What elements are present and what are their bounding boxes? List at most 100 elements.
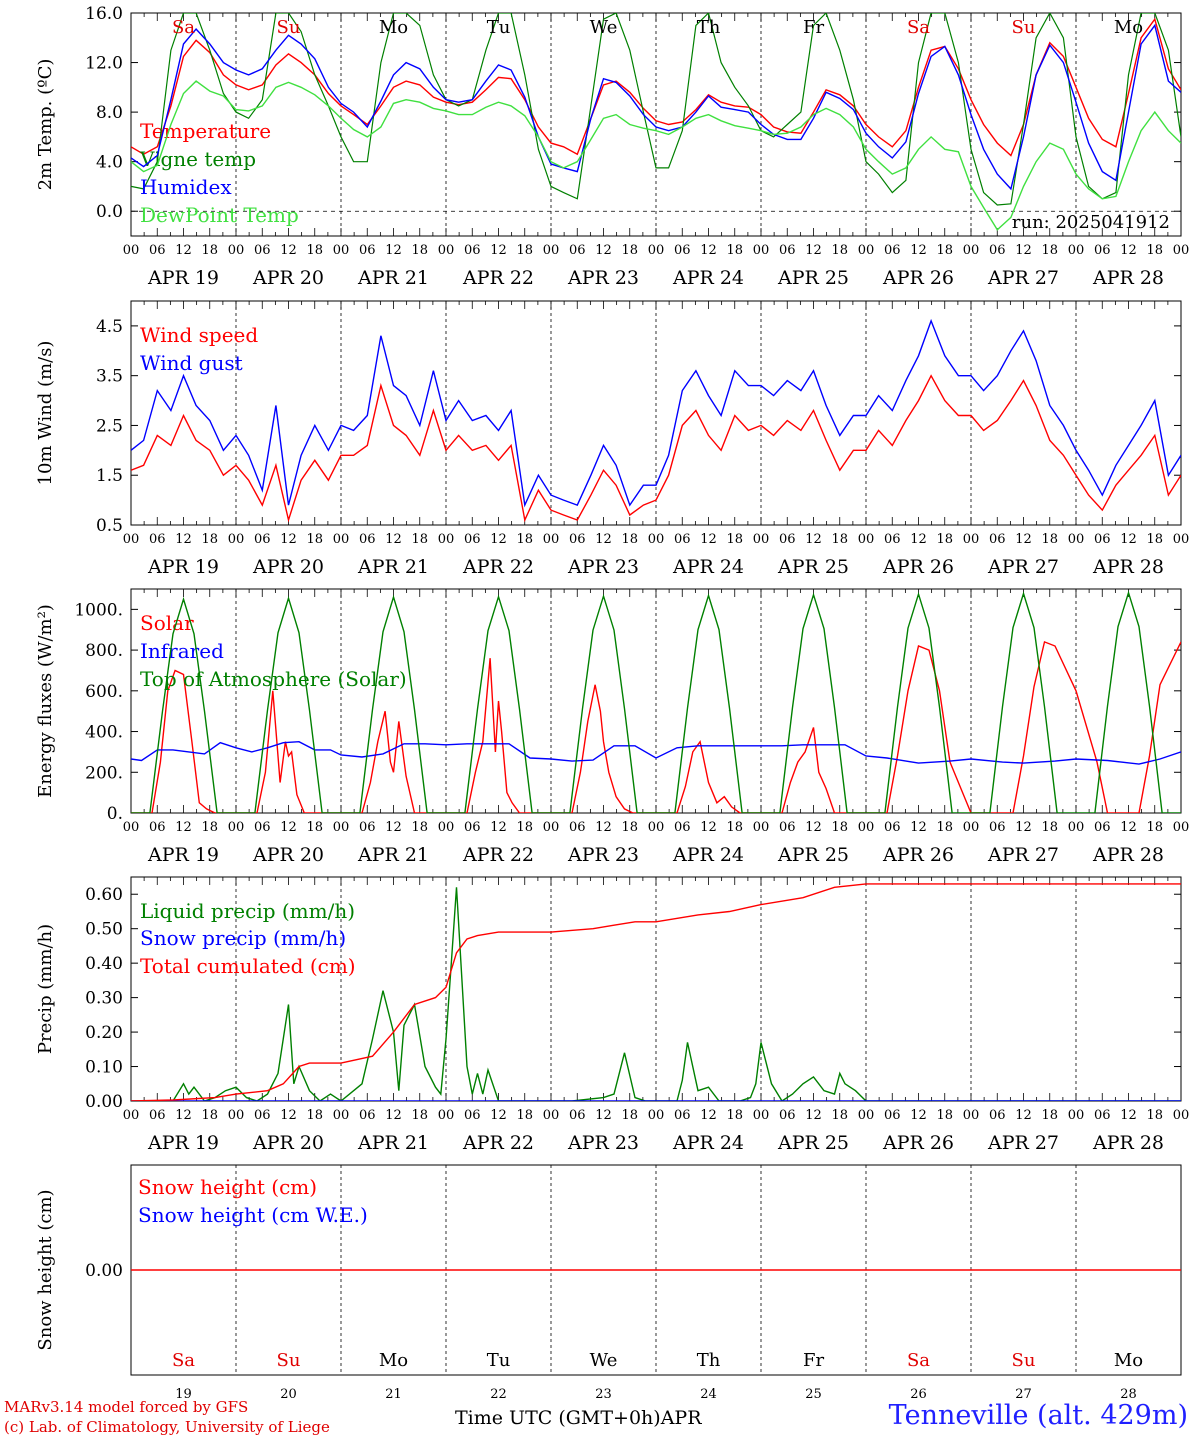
legend-entry: Wind gust	[140, 351, 243, 375]
date-label: APR 23	[567, 556, 639, 578]
hour-tick-label: 00	[228, 243, 245, 258]
y-tick-label: 0.5	[96, 516, 123, 536]
series-line-temperature-1	[131, 13, 1181, 206]
hour-tick-label: 06	[989, 1108, 1006, 1123]
date-label: APR 23	[567, 267, 639, 289]
hour-tick-label: 18	[1041, 1108, 1058, 1123]
hour-tick-label: 12	[805, 820, 822, 835]
hour-tick-label: 00	[438, 243, 455, 258]
y-tick-label: 16.0	[85, 4, 123, 24]
hour-tick-label: 00	[858, 243, 875, 258]
hour-tick-label: 12	[1015, 820, 1032, 835]
hour-tick-label: 18	[621, 532, 638, 547]
hour-tick-label: 00	[963, 820, 980, 835]
hour-tick-label: 12	[175, 532, 192, 547]
date-label: APR 25	[777, 844, 849, 866]
hour-tick-label: 12	[1015, 243, 1032, 258]
hour-tick-label: 12	[1120, 1108, 1137, 1123]
y-tick-label: 0.60	[85, 885, 123, 905]
hour-tick-label: 00	[753, 1108, 770, 1123]
hour-tick-label: 18	[201, 243, 218, 258]
hour-tick-label: 18	[201, 820, 218, 835]
hour-tick-label: 00	[963, 532, 980, 547]
date-label: APR 21	[357, 1132, 429, 1154]
hour-tick-label: 18	[516, 532, 533, 547]
y-axis-label: 10m Wind (m/s)	[35, 341, 56, 486]
hour-tick-label: 18	[201, 532, 218, 547]
date-label: APR 20	[252, 844, 324, 866]
date-label: APR 20	[252, 556, 324, 578]
hour-tick-label: 00	[753, 820, 770, 835]
y-tick-label: 0.0	[96, 202, 123, 222]
hour-tick-label: 06	[1094, 243, 1111, 258]
hour-tick-label: 06	[464, 820, 481, 835]
panel-energy: 0. 200. 400. 600. 800. 1000. Energy fluxes (W/…	[35, 588, 1190, 866]
date-label: APR 27	[987, 1132, 1059, 1154]
hour-tick-label: 12	[805, 532, 822, 547]
plot-frame	[130, 300, 1182, 526]
y-tick-label: 0.10	[85, 1058, 123, 1078]
hour-tick-label: 00	[333, 1108, 350, 1123]
hour-tick-label: 06	[779, 243, 796, 258]
hour-tick-label: 06	[254, 532, 271, 547]
y-axis-label: Snow height (cm)	[35, 1189, 56, 1350]
hour-tick-label: 00	[963, 243, 980, 258]
hour-tick-label: 06	[884, 1108, 901, 1123]
hour-tick-label: 00	[1173, 820, 1190, 835]
date-label: APR 26	[882, 267, 954, 289]
hour-tick-label: 06	[674, 820, 691, 835]
legend-entry: Humidex	[140, 175, 232, 199]
hour-tick-label: 06	[149, 820, 166, 835]
hour-tick-label: 06	[569, 243, 586, 258]
weekday-label: Tu	[487, 17, 511, 38]
date-label: APR 20	[252, 1132, 324, 1154]
day-number-label: 25	[805, 1387, 822, 1402]
y-axis-label: Precip (mm/h)	[35, 924, 56, 1054]
date-label: APR 27	[987, 844, 1059, 866]
hour-tick-label: 06	[569, 1108, 586, 1123]
legend-entry: Solar	[140, 611, 194, 635]
hour-tick-label: 00	[1068, 532, 1085, 547]
hour-tick-label: 06	[989, 820, 1006, 835]
weekday-label: We	[590, 1350, 618, 1371]
hour-tick-label: 12	[175, 243, 192, 258]
hour-tick-label: 18	[936, 243, 953, 258]
hour-tick-label: 06	[359, 532, 376, 547]
station-name: Tenneville (alt. 429m)	[888, 1400, 1188, 1431]
series-line-wind-1	[131, 318, 1181, 508]
hour-tick-label: 12	[700, 820, 717, 835]
legend-entry: Total cumulated (cm)	[140, 954, 356, 978]
hour-tick-label: 12	[595, 532, 612, 547]
hour-tick-label: 00	[543, 532, 560, 547]
date-label: APR 22	[462, 556, 534, 578]
y-axis-label: 2m Temp. (ºC)	[35, 59, 56, 191]
weekday-label: Fr	[803, 17, 824, 38]
hour-tick-label: 06	[779, 532, 796, 547]
y-tick-label: 200.	[85, 763, 123, 783]
hour-tick-label: 12	[385, 1108, 402, 1123]
plot-frame	[130, 588, 1182, 814]
hour-tick-label: 12	[595, 820, 612, 835]
weekday-label: Fr	[803, 1350, 824, 1371]
legend-entry: Top of Atmosphere (Solar)	[140, 667, 407, 691]
weekday-label: Mo	[379, 1350, 408, 1371]
y-tick-label: 4.0	[96, 153, 123, 173]
hour-tick-label: 00	[648, 820, 665, 835]
weekday-label: Su	[277, 17, 301, 38]
y-tick-label: 0.50	[85, 920, 123, 940]
hour-tick-label: 06	[1094, 820, 1111, 835]
y-tick-label: 2.5	[96, 416, 123, 436]
hour-tick-label: 00	[543, 820, 560, 835]
hour-tick-label: 12	[175, 820, 192, 835]
date-label: APR 22	[462, 844, 534, 866]
hour-tick-label: 06	[254, 820, 271, 835]
date-label: APR 19	[147, 844, 219, 866]
hour-tick-label: 00	[648, 1108, 665, 1123]
date-label: APR 28	[1092, 844, 1164, 866]
hour-tick-label: 12	[175, 1108, 192, 1123]
date-label: APR 28	[1092, 1132, 1164, 1154]
hour-tick-label: 12	[385, 532, 402, 547]
hour-tick-label: 00	[543, 1108, 560, 1123]
legend-entry: Vigne temp	[139, 147, 256, 171]
hour-tick-label: 00	[858, 1108, 875, 1123]
